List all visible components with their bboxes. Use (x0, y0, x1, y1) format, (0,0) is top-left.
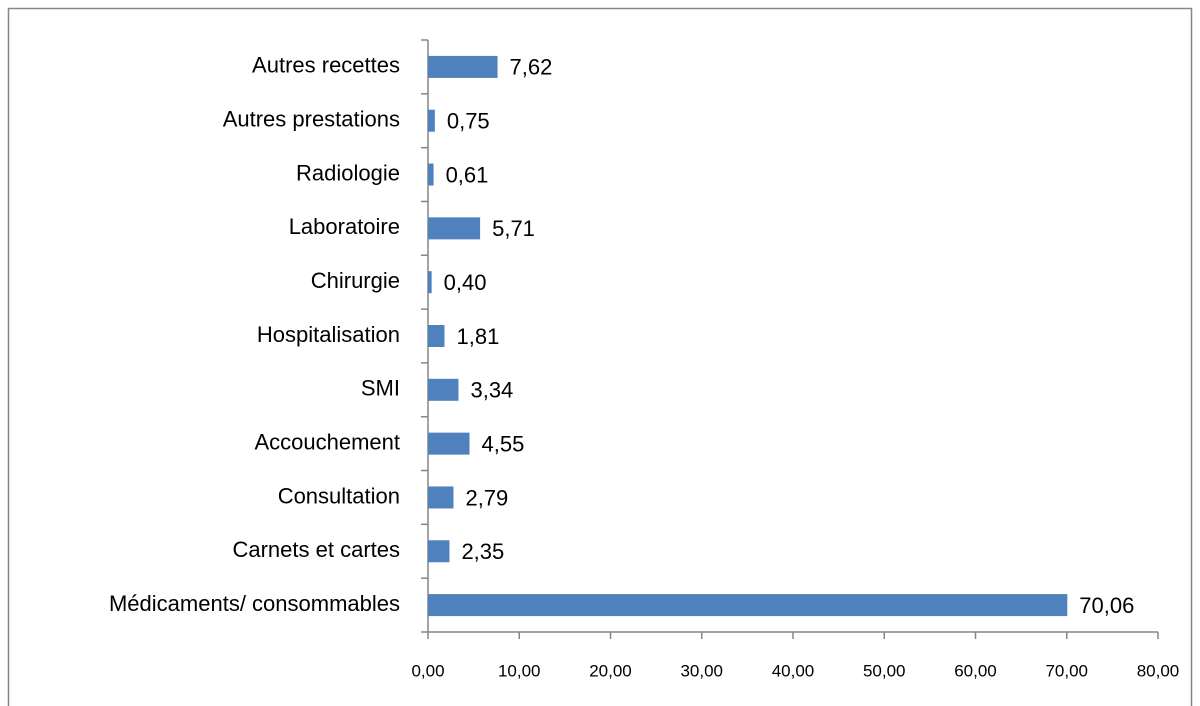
value-label: 3,34 (470, 378, 513, 403)
value-label: 0,40 (444, 270, 487, 295)
bar (428, 163, 434, 186)
x-tick-label: 0,00 (411, 661, 444, 680)
bar (428, 540, 450, 563)
bar (428, 217, 481, 240)
category-label: Accouchement (254, 429, 400, 454)
x-tick-label: 50,00 (863, 661, 906, 680)
value-label: 2,79 (465, 485, 508, 510)
category-label: Autres prestations (223, 107, 400, 132)
value-label: 0,75 (447, 109, 490, 134)
x-tick-label: 80,00 (1137, 661, 1180, 680)
category-label: Autres recettes (252, 53, 400, 78)
category-label: Médicaments/ consommables (109, 591, 400, 616)
bar (428, 486, 454, 509)
x-tick-label: 30,00 (680, 661, 723, 680)
chart-border (7, 7, 1193, 706)
category-label: Consultation (278, 483, 400, 508)
x-tick-label: 60,00 (954, 661, 997, 680)
category-label: Carnets et cartes (232, 537, 400, 562)
bar (428, 325, 445, 347)
bar (428, 378, 459, 401)
bar (428, 55, 498, 78)
x-tick-label: 70,00 (1045, 661, 1088, 680)
value-label: 70,06 (1079, 593, 1134, 618)
category-label: SMI (361, 376, 400, 401)
category-label: Radiologie (296, 160, 400, 185)
category-label: Hospitalisation (257, 322, 400, 347)
bar (428, 109, 435, 132)
x-tick-label: 40,00 (772, 661, 815, 680)
category-label: Laboratoire (289, 214, 400, 239)
bar (428, 271, 432, 294)
value-label: 4,55 (482, 431, 525, 456)
bar (428, 432, 470, 455)
value-label: 0,61 (446, 162, 489, 187)
value-label: 7,62 (510, 55, 553, 80)
value-label: 2,35 (461, 539, 504, 564)
category-label: Chirurgie (311, 268, 400, 293)
value-label: 5,71 (492, 216, 535, 241)
value-label: 1,81 (457, 324, 500, 349)
bar (428, 594, 1068, 617)
x-tick-label: 20,00 (589, 661, 632, 680)
x-tick-label: 10,00 (498, 661, 541, 680)
